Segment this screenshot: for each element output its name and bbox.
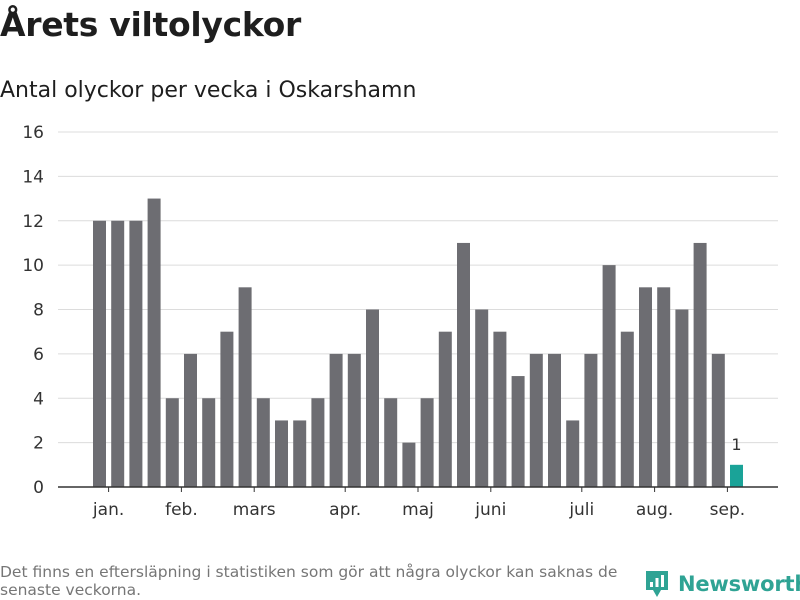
- bar: [602, 265, 616, 487]
- x-tick-label: sep.: [710, 500, 746, 520]
- bar: [329, 353, 343, 487]
- x-tick-label: mars: [233, 500, 276, 520]
- y-tick-label: 10: [22, 256, 44, 276]
- bar: [93, 220, 106, 487]
- bar: [511, 376, 525, 487]
- brand-name: Newsworthy: [678, 572, 800, 596]
- bar: [165, 398, 179, 487]
- bar-highlight: [730, 464, 743, 487]
- x-tick-label: jan.: [92, 500, 124, 520]
- x-tick-label: feb.: [165, 500, 198, 520]
- bar: [584, 353, 598, 487]
- y-tick-label: 6: [33, 345, 44, 365]
- y-tick-label: 2: [33, 434, 44, 454]
- bar: [220, 331, 234, 487]
- x-tick-label: maj: [402, 500, 434, 520]
- bar: [366, 309, 379, 487]
- bar: [147, 198, 161, 487]
- brand-logo[interactable]: Newsworthy: [644, 568, 800, 600]
- y-tick-label: 14: [22, 167, 44, 187]
- bar: [475, 309, 489, 487]
- bar: [711, 353, 725, 487]
- bar: [184, 353, 197, 487]
- newsworthy-logo-icon: [646, 571, 668, 597]
- bar: [202, 398, 216, 487]
- x-tick-label: apr.: [329, 500, 361, 520]
- bar: [438, 331, 452, 487]
- bar: [529, 353, 543, 487]
- bar: [111, 220, 125, 487]
- bar: [347, 353, 361, 487]
- bar: [256, 398, 270, 487]
- y-tick-label: 16: [22, 123, 44, 143]
- bar: [275, 420, 288, 487]
- bar: [657, 287, 671, 487]
- bar: [129, 220, 143, 487]
- x-tick-label: juli: [568, 500, 594, 520]
- bar: [311, 398, 325, 487]
- bar: [493, 331, 507, 487]
- bar: [693, 242, 707, 487]
- bar: [620, 331, 634, 487]
- bar-chart: 0 2 4 6 8 10 12 14 16 1 jan. feb. mars apr. maj juni jul…: [22, 123, 778, 520]
- y-tick-label: 0: [33, 478, 44, 498]
- bar: [548, 353, 561, 487]
- chart-title: Årets viltolyckor: [0, 5, 301, 44]
- x-tick-label: aug.: [636, 500, 673, 520]
- bar: [675, 309, 689, 487]
- y-tick-label: 4: [33, 389, 44, 409]
- chart-subtitle: Antal olyckor per vecka i Oskarshamn: [0, 78, 417, 103]
- bar: [420, 398, 434, 487]
- y-tick-label: 12: [22, 212, 44, 232]
- bar: [639, 287, 652, 487]
- bar: [566, 420, 580, 487]
- bar: [402, 442, 416, 487]
- bar: [293, 420, 307, 487]
- bar: [384, 398, 398, 487]
- bar: [238, 287, 252, 487]
- y-tick-label: 8: [33, 301, 44, 321]
- bar: [457, 242, 470, 487]
- data-label: 1: [731, 435, 741, 454]
- x-tick-label: juni: [474, 500, 506, 520]
- footnote: Det finns en eftersläpning i statistiken…: [0, 563, 618, 599]
